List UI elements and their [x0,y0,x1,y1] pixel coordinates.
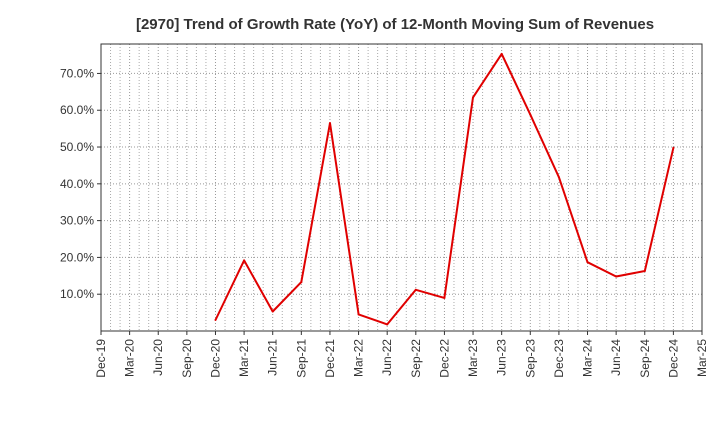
data-point [529,113,532,116]
y-tick-label: 10.0% [60,287,94,301]
x-tick-label: Mar-22 [352,339,366,377]
data-point [615,275,618,278]
series-layer [214,52,675,326]
y-tick-label: 60.0% [60,103,94,117]
chart-title: [2970] Trend of Growth Rate (YoY) of 12-… [135,16,655,33]
data-point [557,176,560,179]
data-point [472,96,475,99]
y-axis: 10.0% 20.0% 30.0% 40.0% 50.0% 60.0% 70.0% [60,66,101,301]
y-tick-label: 30.0% [60,214,94,228]
x-tick-label: Jun-24 [609,339,623,376]
data-point [214,318,217,321]
data-point [300,281,303,284]
data-point [243,259,246,262]
data-point [586,261,589,264]
x-axis: Dec-19 Mar-20 Jun-20 Sep-20 Dec-20 Mar-21 Jun-… [94,331,709,378]
x-tick-label: Jun-23 [495,339,509,376]
data-point [357,313,360,316]
data-point [672,146,675,149]
x-tick-label: Sep-21 [294,339,308,378]
x-tick-label: Mar-23 [466,339,480,377]
x-tick-label: Sep-24 [638,339,652,378]
x-tick-label: Dec-22 [437,339,451,378]
x-tick-label: Mar-25 [695,339,709,377]
y-tick-label: 40.0% [60,177,94,191]
x-tick-label: Dec-24 [666,339,680,378]
x-tick-label: Sep-20 [180,339,194,378]
x-tick-label: Mar-21 [237,339,251,377]
x-tick-label: Dec-19 [94,339,108,378]
data-point [443,296,446,299]
data-point [643,270,646,273]
y-tick-label: 20.0% [60,250,94,264]
x-tick-label: Sep-22 [409,339,423,378]
x-tick-label: Mar-24 [581,339,595,377]
data-point [414,288,417,291]
data-point [328,122,331,125]
plot-frame [100,43,703,332]
y-tick-label: 70.0% [60,66,94,80]
data-point [500,52,503,55]
x-tick-label: Sep-23 [523,339,537,378]
data-point [271,310,274,313]
x-tick-label: Dec-23 [552,339,566,378]
x-tick-label: Jun-22 [380,339,394,376]
grid-layer [101,44,702,331]
y-tick-label: 50.0% [60,140,94,154]
x-tick-label: Dec-20 [208,339,222,378]
x-tick-label: Mar-20 [123,339,137,377]
x-tick-label: Jun-20 [151,339,165,376]
x-tick-label: Dec-21 [323,339,337,378]
data-point [386,323,389,326]
series-line [214,52,675,326]
x-tick-label: Jun-21 [266,339,280,376]
